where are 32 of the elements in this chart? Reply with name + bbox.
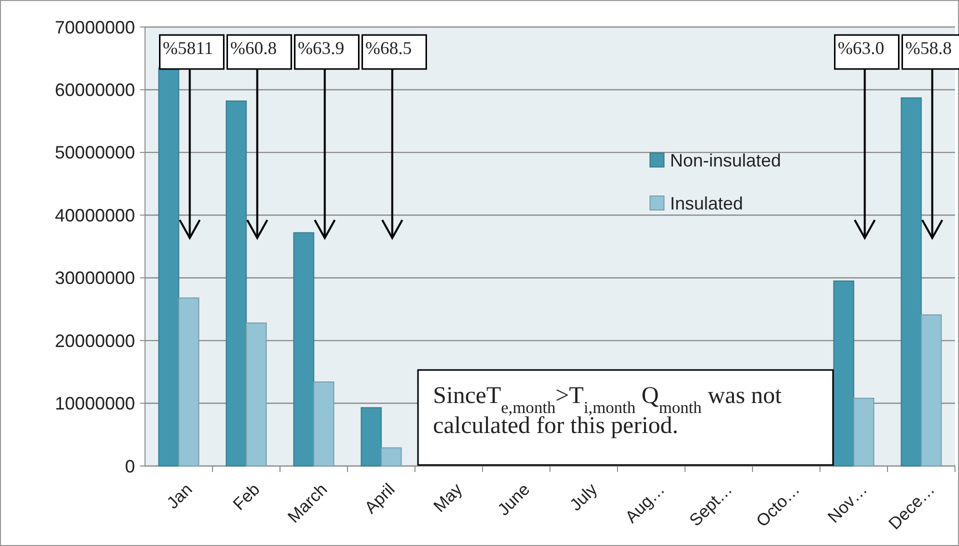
annotation: %63.0 (838, 38, 884, 58)
text: SinceT$_{e,month}$>T$_{i,month}$ Q$_{month}$ was not calculated for this period. (433, 383, 782, 439)
bar (833, 280, 854, 466)
bar (853, 398, 874, 466)
bar (178, 297, 200, 466)
annotation: %5811 (162, 38, 214, 58)
y-tick-label: 10000000 (54, 394, 135, 414)
bar (313, 381, 334, 466)
y-tick-label: 20000000 (54, 330, 135, 351)
bar (380, 447, 402, 466)
annotation: %68.5 (365, 38, 412, 58)
x-tick-label: Jan (163, 480, 196, 513)
y-tick-label: 70000000 (54, 17, 135, 38)
bar (360, 407, 382, 466)
y-tick-label: 40000000 (54, 205, 135, 226)
y-tick-label: 0 (124, 456, 135, 476)
annotation: %58.8 (905, 38, 952, 58)
y-tick-label: 50000000 (54, 142, 135, 163)
bar (920, 314, 942, 466)
annotation: %60.8 (230, 38, 277, 58)
y-tick-label: 30000000 (54, 268, 135, 288)
x-tick-label: July (566, 479, 602, 515)
bar (226, 100, 247, 466)
y-tick-label: 60000000 (54, 80, 135, 100)
bar (246, 322, 267, 466)
legend-label: Insulated (670, 193, 744, 214)
annotation: %63.9 (298, 38, 344, 58)
legend-label: Non-insulated (670, 150, 782, 170)
x-tick-label: May (430, 479, 466, 516)
bar (293, 232, 314, 466)
x-tick-label: Feb (229, 480, 264, 514)
bar (900, 97, 922, 466)
